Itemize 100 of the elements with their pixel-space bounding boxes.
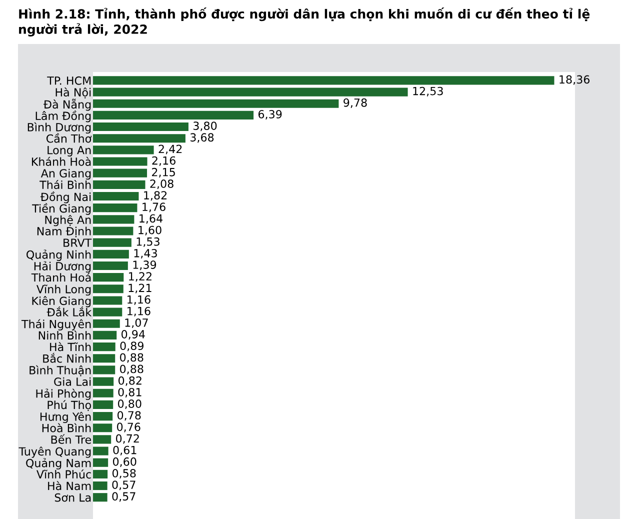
bar <box>93 284 124 294</box>
data-label: 0,60 <box>112 457 136 467</box>
data-label: 1,22 <box>129 272 152 282</box>
bar <box>93 366 116 374</box>
data-label: 0,58 <box>112 469 136 479</box>
bar <box>93 99 339 108</box>
bar <box>93 412 113 421</box>
y-tick-label: Đà Nẵng <box>44 98 91 111</box>
data-label: 1,16 <box>128 295 150 305</box>
data-label: 0,89 <box>120 342 144 352</box>
bar <box>93 168 148 178</box>
bar <box>93 180 146 189</box>
y-tick-label: Quảng Ninh <box>26 250 91 261</box>
bar <box>93 446 108 456</box>
bar <box>93 122 188 132</box>
y-tick-label: Hải Dương <box>34 261 91 273</box>
bar <box>93 88 408 96</box>
bar <box>93 146 154 154</box>
y-tick-label: Gia Lai <box>54 377 91 386</box>
y-tick-label: Sơn La <box>54 493 91 502</box>
bar <box>93 354 116 363</box>
data-label: 1,53 <box>136 237 160 247</box>
data-label: 0,81 <box>118 388 142 398</box>
data-label: 2,08 <box>150 179 174 190</box>
bar <box>93 319 120 328</box>
data-label: 0,76 <box>116 422 140 432</box>
y-tick-label: Thanh Hoá <box>31 272 91 282</box>
chart-title: Hình 2.18: Tỉnh, thành phố được người dân lựa chọn khi muốn di cư đến theo tỉ lệ người trả lời, 2022 <box>19 8 590 36</box>
bar <box>93 435 112 444</box>
data-label: 0,57 <box>112 492 136 502</box>
y-tick-label: Bắc Ninh <box>43 352 91 363</box>
data-label: 1,64 <box>140 214 162 224</box>
bar <box>93 226 134 236</box>
y-tick-label: Đắk Lắk <box>46 306 92 316</box>
data-label: 0,94 <box>122 330 145 340</box>
y-tick-label: Hà Nam <box>48 481 91 490</box>
y-tick-label: BRVT <box>64 238 92 247</box>
bar <box>93 238 132 247</box>
y-tick-label: Kiên Giang <box>32 296 91 308</box>
bar <box>93 296 122 305</box>
bar <box>93 377 114 386</box>
data-label: 0,88 <box>120 353 144 363</box>
y-tick-label: Vĩnh Long <box>36 284 91 296</box>
data-label: 0,61 <box>113 446 136 456</box>
data-label: 1,76 <box>142 202 166 212</box>
y-tick-label: Phú Thọ <box>48 400 92 412</box>
bar <box>93 308 122 316</box>
bar <box>93 76 554 85</box>
bar <box>93 424 112 432</box>
data-label: 1,43 <box>134 248 157 259</box>
data-label: 2,16 <box>152 156 176 166</box>
y-tick-label: Khánh Hoà <box>32 156 91 166</box>
y-tick-label: Hà Tĩnh <box>50 342 91 352</box>
bar <box>93 273 124 282</box>
bar <box>93 110 254 120</box>
y-tick-label: Đồng Nai <box>40 192 91 204</box>
y-tick-label: Ninh Bình <box>38 330 91 340</box>
y-tick-label: Thái Bình <box>40 180 91 190</box>
y-tick-label: Bình Dương <box>28 122 91 134</box>
bar <box>93 204 138 212</box>
data-label: 18,36 <box>560 75 590 85</box>
y-tick-label: Bến Tre <box>51 434 92 444</box>
data-label: 0,78 <box>117 411 141 421</box>
bar <box>93 342 116 352</box>
bar <box>93 470 108 478</box>
bar <box>93 215 134 224</box>
y-tick-label: Hà Nội <box>56 87 91 98</box>
data-label: 1,82 <box>144 191 167 201</box>
y-tick-label: Quảng Nam <box>26 458 91 470</box>
data-label: 3,68 <box>190 133 214 143</box>
data-label: 1,07 <box>125 318 148 328</box>
data-label: 0,82 <box>118 376 142 386</box>
data-label: 1,21 <box>128 284 152 294</box>
bar <box>93 400 114 409</box>
y-tick-label: TP. HCM <box>47 76 91 85</box>
data-label: 0,80 <box>118 400 142 410</box>
bar <box>93 388 114 398</box>
y-tick-label: Tiền Giang <box>32 203 91 215</box>
y-tick-label: Hưng Yên <box>40 412 91 424</box>
y-tick-label: Lâm Đồng <box>36 110 91 122</box>
data-label: 12,53 <box>413 86 443 96</box>
bar <box>93 250 129 258</box>
y-tick-label: Hải Phòng <box>36 388 91 400</box>
data-label: 1,16 <box>128 306 150 316</box>
y-tick-label: Tuyên Quang <box>18 446 91 458</box>
y-tick-label: Cần Thơ <box>46 133 92 143</box>
data-label: 2,42 <box>158 144 182 154</box>
data-label: 3,80 <box>193 122 217 132</box>
y-tick-label: Thái Nguyên <box>21 319 91 330</box>
bar <box>93 330 117 340</box>
y-tick-label: An Giang <box>40 168 91 180</box>
bar <box>93 481 108 490</box>
bar <box>93 134 186 143</box>
data-label: 0,88 <box>120 364 144 374</box>
bar <box>93 192 139 201</box>
y-tick-label: Long An <box>48 146 91 156</box>
data-label: 2,15 <box>152 168 175 178</box>
bar <box>93 261 128 270</box>
data-label: 0,57 <box>112 480 136 490</box>
bar <box>93 493 108 502</box>
